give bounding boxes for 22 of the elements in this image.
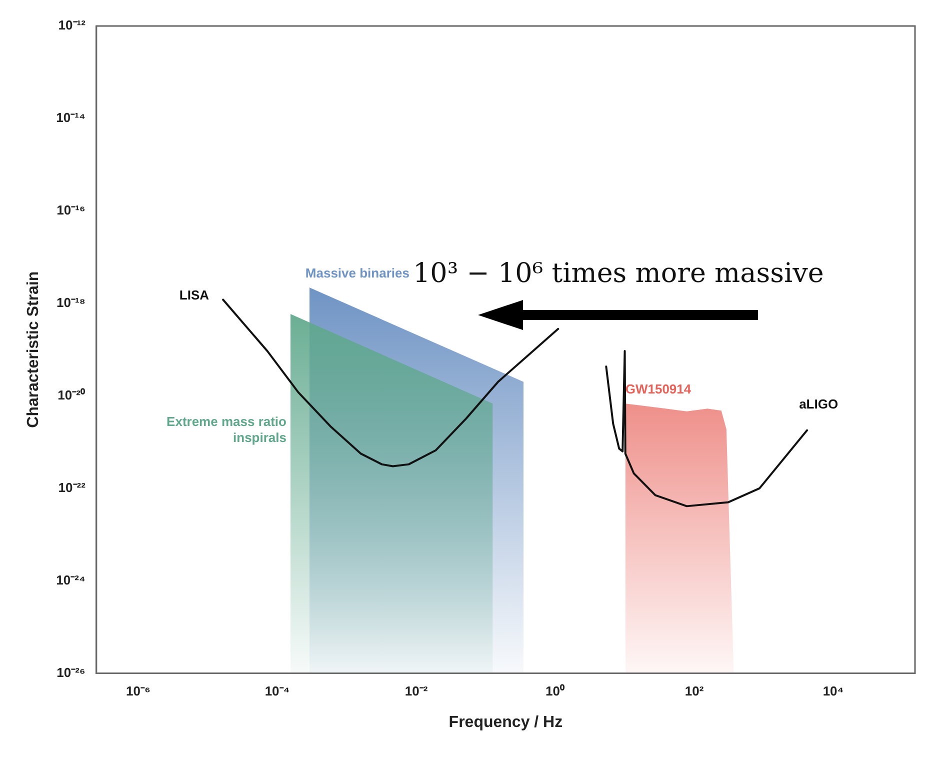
series-label: aLIGO: [799, 396, 838, 412]
x-tick-label: 10²: [684, 684, 704, 699]
x-tick-label: 10⁰: [546, 684, 565, 699]
x-tick-label: 10⁻²: [404, 684, 428, 699]
series-label: LISA: [179, 288, 210, 303]
annotation: 10³ − 10⁶ times more massive: [413, 258, 824, 289]
series-label: GW150914: [625, 382, 692, 397]
x-tick-label: 10⁴: [822, 684, 844, 699]
y-tick-label: 10⁻¹²: [58, 18, 86, 33]
y-tick-label: 10⁻²⁴: [56, 572, 86, 588]
y-tick-label: 10⁻¹⁸: [56, 294, 86, 310]
x-axis-title: Frequency / Hz: [448, 714, 563, 731]
y-tick-label: 10⁻¹⁴: [56, 110, 86, 126]
series-label: Massive binaries: [305, 266, 410, 281]
series-label: Extreme mass ratio inspirals: [166, 414, 287, 445]
y-tick-label: 10⁻²²: [58, 480, 86, 495]
y-tick-label: 10⁻²⁶: [56, 664, 86, 680]
y-tick-label: 10⁻¹⁶: [56, 202, 86, 218]
x-tick-label: 10⁻⁴: [264, 684, 290, 699]
y-axis-title: Characteristic Strain: [25, 271, 42, 428]
x-tick-label: 10⁻⁶: [126, 684, 150, 699]
y-tick-label: 10⁻²⁰: [58, 387, 86, 402]
